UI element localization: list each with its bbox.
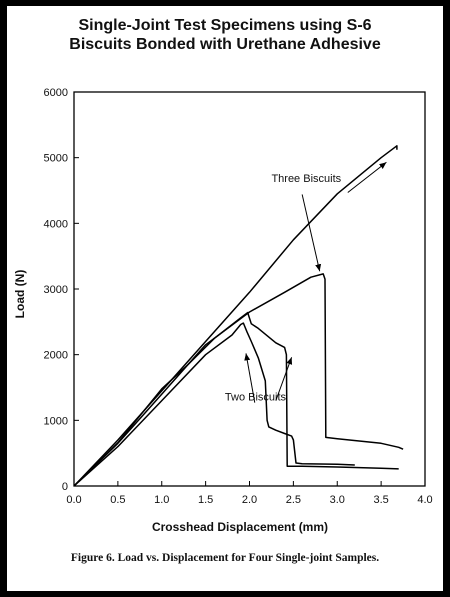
annotation-arrow xyxy=(275,357,293,401)
figure-page: Single-Joint Test Specimens using S-6 Bi… xyxy=(7,6,443,591)
y-tick-label: 0 xyxy=(62,481,68,493)
figure-caption: Figure 6. Load vs. Displacement for Four… xyxy=(70,552,380,564)
y-tick-label: 2000 xyxy=(44,350,68,362)
y-tick-label: 5000 xyxy=(44,153,68,165)
series-line-4 xyxy=(73,322,355,487)
x-tick-label: 1.5 xyxy=(198,494,213,506)
y-tick-label: 6000 xyxy=(44,87,68,99)
plot-area-frame xyxy=(73,91,426,487)
annotation-arrow xyxy=(301,194,322,272)
series-line-3 xyxy=(73,311,399,487)
x-tick-label: 2.0 xyxy=(242,494,257,506)
y-tick-label: 3000 xyxy=(44,284,68,296)
x-tick-label: 0.5 xyxy=(110,494,125,506)
annotation-arrow xyxy=(347,161,387,193)
annotation-three-biscuits: Three Biscuits xyxy=(271,173,341,185)
y-tick-label: 4000 xyxy=(44,218,68,230)
load-displacement-chart: 0.0 0.5 1.0 1.5 2.0 2.5 3.0 3.5 4.0 0 1000 2000 3000… xyxy=(13,87,433,534)
y-axis-label: Load (N) xyxy=(13,270,27,319)
x-tick-label: 3.5 xyxy=(373,494,388,506)
x-axis-label: Crosshead Displacement (mm) xyxy=(152,520,328,534)
x-tick-label: 1.0 xyxy=(154,494,169,506)
annotation-two-biscuits: Two Biscuits xyxy=(225,392,287,404)
x-tick-label: 4.0 xyxy=(417,494,432,506)
annotation-arrow xyxy=(244,353,256,403)
series-line-1 xyxy=(73,145,398,487)
x-tick-label: 3.0 xyxy=(330,494,345,506)
chart-title-line-1: Single-Joint Test Specimens using S-6 xyxy=(78,17,372,34)
y-tick-label: 1000 xyxy=(44,415,68,427)
x-tick-label: 2.5 xyxy=(286,494,301,506)
series-line-2 xyxy=(73,273,404,487)
x-tick-label: 0.0 xyxy=(66,494,81,506)
chart-title-line-2: Biscuits Bonded with Urethane Adhesive xyxy=(69,36,381,53)
